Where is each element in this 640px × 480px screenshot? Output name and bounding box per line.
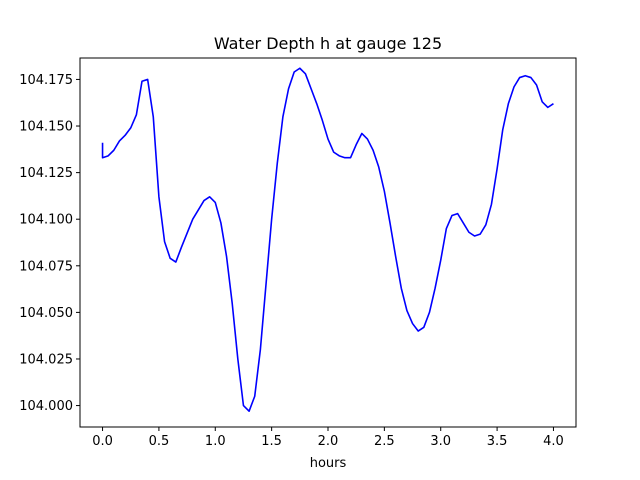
y-tick-label: 104.050 [19, 306, 73, 321]
y-tick-label: 104.150 [19, 120, 73, 135]
x-tick-label: 2.5 [374, 434, 395, 449]
y-tick-label: 104.175 [19, 73, 73, 88]
x-tick-label: 0.0 [92, 434, 113, 449]
x-tick-label: 3.0 [430, 434, 451, 449]
y-tick-label: 104.100 [19, 213, 73, 228]
x-axis-label: hours [310, 456, 347, 471]
chart-title: Water Depth h at gauge 125 [214, 34, 442, 53]
x-tick-label: 2.0 [318, 434, 339, 449]
plot-layer [101, 67, 554, 412]
x-axis-ticks: 0.0 0.5 1.0 1.5 2.0 2.5 3.0 3.5 4.0 [92, 427, 564, 449]
series-line-0 [101, 67, 554, 412]
y-axis-ticks: 104.000 104.025 104.050 104.075 104.100 104.1… [19, 73, 80, 414]
x-tick-label: 4.0 [543, 434, 564, 449]
y-tick-label: 104.075 [19, 259, 73, 274]
x-tick-label: 1.5 [261, 434, 282, 449]
x-tick-label: 1.0 [205, 434, 226, 449]
x-tick-label: 0.5 [149, 434, 170, 449]
y-tick-label: 104.000 [19, 399, 73, 414]
y-tick-label: 104.125 [19, 166, 73, 181]
x-tick-label: 3.5 [487, 434, 508, 449]
y-tick-label: 104.025 [19, 352, 73, 367]
